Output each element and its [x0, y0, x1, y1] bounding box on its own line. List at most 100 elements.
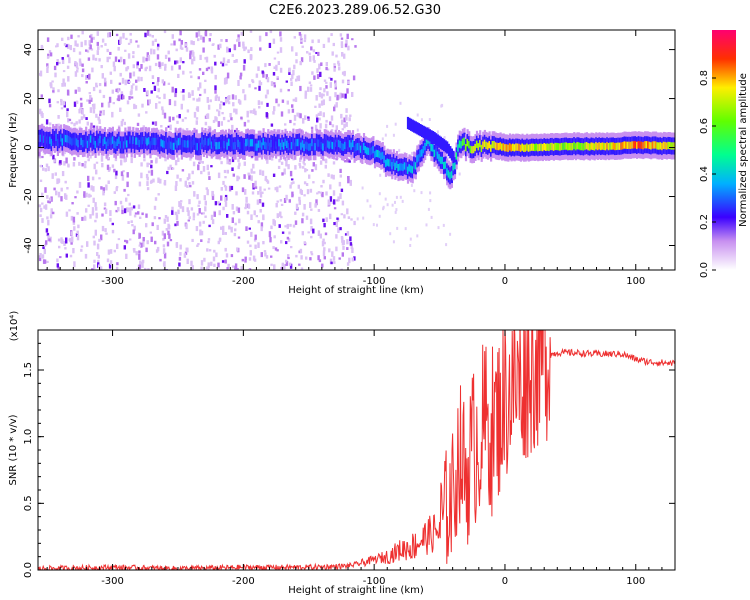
ridge-branch — [416, 122, 419, 135]
noise-speckle — [109, 249, 113, 254]
noise-speckle — [50, 196, 53, 202]
noise-speckle — [141, 259, 145, 264]
spectrogram-marks — [38, 30, 675, 270]
ridge-core — [105, 141, 108, 149]
noise-speckle — [306, 51, 309, 54]
ridge-core — [642, 142, 645, 150]
ridge-core — [127, 136, 130, 144]
ridge-core — [620, 142, 623, 150]
snr-y-tick-label: 1.0 — [23, 429, 34, 445]
noise-speckle — [179, 30, 182, 36]
noise-speckle — [192, 212, 196, 218]
noise-speckle — [75, 100, 79, 104]
noise-speckle — [336, 94, 339, 101]
noise-speckle — [322, 93, 325, 97]
noise-speckle — [339, 92, 342, 99]
ridge-core — [53, 135, 56, 144]
noise-speckle — [287, 164, 290, 170]
noise-speckle — [219, 103, 222, 110]
noise-speckle — [224, 232, 227, 235]
noise-speckle — [62, 269, 65, 270]
noise-speckle — [290, 182, 293, 185]
noise-speckle — [121, 205, 124, 211]
noise-speckle — [391, 203, 394, 207]
noise-speckle — [347, 158, 351, 162]
noise-speckle — [288, 231, 291, 235]
noise-speckle — [154, 62, 158, 67]
noise-speckle — [325, 85, 328, 89]
noise-speckle — [65, 237, 68, 244]
ridge-core — [309, 143, 312, 151]
ridge-core — [195, 142, 198, 150]
noise-speckle — [250, 47, 253, 51]
ridge-core — [218, 141, 221, 149]
noise-speckle — [341, 200, 345, 206]
noise-speckle — [290, 81, 293, 86]
noise-speckle — [132, 55, 135, 59]
noise-speckle — [329, 121, 332, 126]
ridge-core — [647, 141, 650, 149]
ridge-core — [267, 138, 270, 147]
noise-speckle — [189, 71, 192, 74]
noise-speckle — [330, 261, 333, 265]
noise-speckle — [91, 207, 95, 212]
noise-speckle — [191, 181, 195, 185]
noise-speckle — [138, 68, 141, 72]
noise-speckle — [143, 158, 146, 162]
noise-speckle — [93, 163, 96, 170]
ridge-core — [603, 142, 606, 150]
noise-speckle — [202, 166, 206, 172]
colorbar-ticks: 0.00.20.40.60.8 — [699, 70, 716, 278]
noise-speckle — [47, 235, 50, 242]
noise-speckle — [236, 175, 239, 182]
ridge-core — [298, 138, 301, 146]
noise-speckle — [59, 256, 62, 259]
noise-speckle — [318, 117, 321, 121]
noise-speckle — [226, 46, 229, 53]
noise-speckle — [164, 63, 167, 68]
noise-speckle — [87, 75, 91, 80]
noise-speckle — [211, 191, 214, 197]
noise-speckle — [156, 95, 159, 98]
noise-speckle — [149, 180, 153, 184]
ridge-core — [464, 144, 468, 152]
ridge-core — [626, 141, 629, 149]
ridge-core — [632, 141, 636, 149]
noise-speckle — [267, 187, 271, 190]
ridge-core — [483, 139, 486, 147]
ridge-core — [205, 141, 209, 149]
ridge-branch — [411, 119, 414, 132]
noise-speckle — [61, 58, 65, 64]
ridge-core — [579, 143, 582, 151]
ridge-core — [122, 141, 125, 149]
noise-speckle — [247, 49, 250, 54]
noise-speckle — [202, 212, 205, 215]
noise-speckle — [234, 222, 237, 226]
noise-speckle — [259, 169, 262, 176]
ridge-core — [441, 156, 444, 165]
ridge-core — [41, 133, 44, 141]
noise-speckle — [90, 48, 94, 51]
noise-speckle — [268, 63, 271, 66]
ridge-core — [433, 149, 436, 157]
noise-speckle — [66, 54, 70, 58]
noise-speckle — [176, 220, 179, 226]
snr-x-tick-label: 100 — [626, 576, 645, 587]
noise-speckle — [117, 95, 120, 99]
noise-speckle — [318, 63, 321, 70]
noise-speckle — [167, 230, 170, 236]
noise-speckle — [57, 115, 60, 119]
ridge-core — [428, 139, 431, 147]
noise-speckle — [191, 170, 194, 175]
noise-speckle — [45, 119, 49, 125]
noise-speckle — [123, 208, 127, 214]
noise-speckle — [41, 155, 44, 159]
noise-speckle — [394, 122, 397, 126]
ridge-core — [176, 140, 179, 148]
snr-x-tick-label: -300 — [101, 576, 124, 587]
noise-speckle — [239, 75, 242, 80]
noise-speckle — [351, 247, 354, 253]
ridge-core — [672, 142, 675, 150]
noise-speckle — [155, 159, 158, 164]
noise-speckle — [198, 221, 202, 227]
